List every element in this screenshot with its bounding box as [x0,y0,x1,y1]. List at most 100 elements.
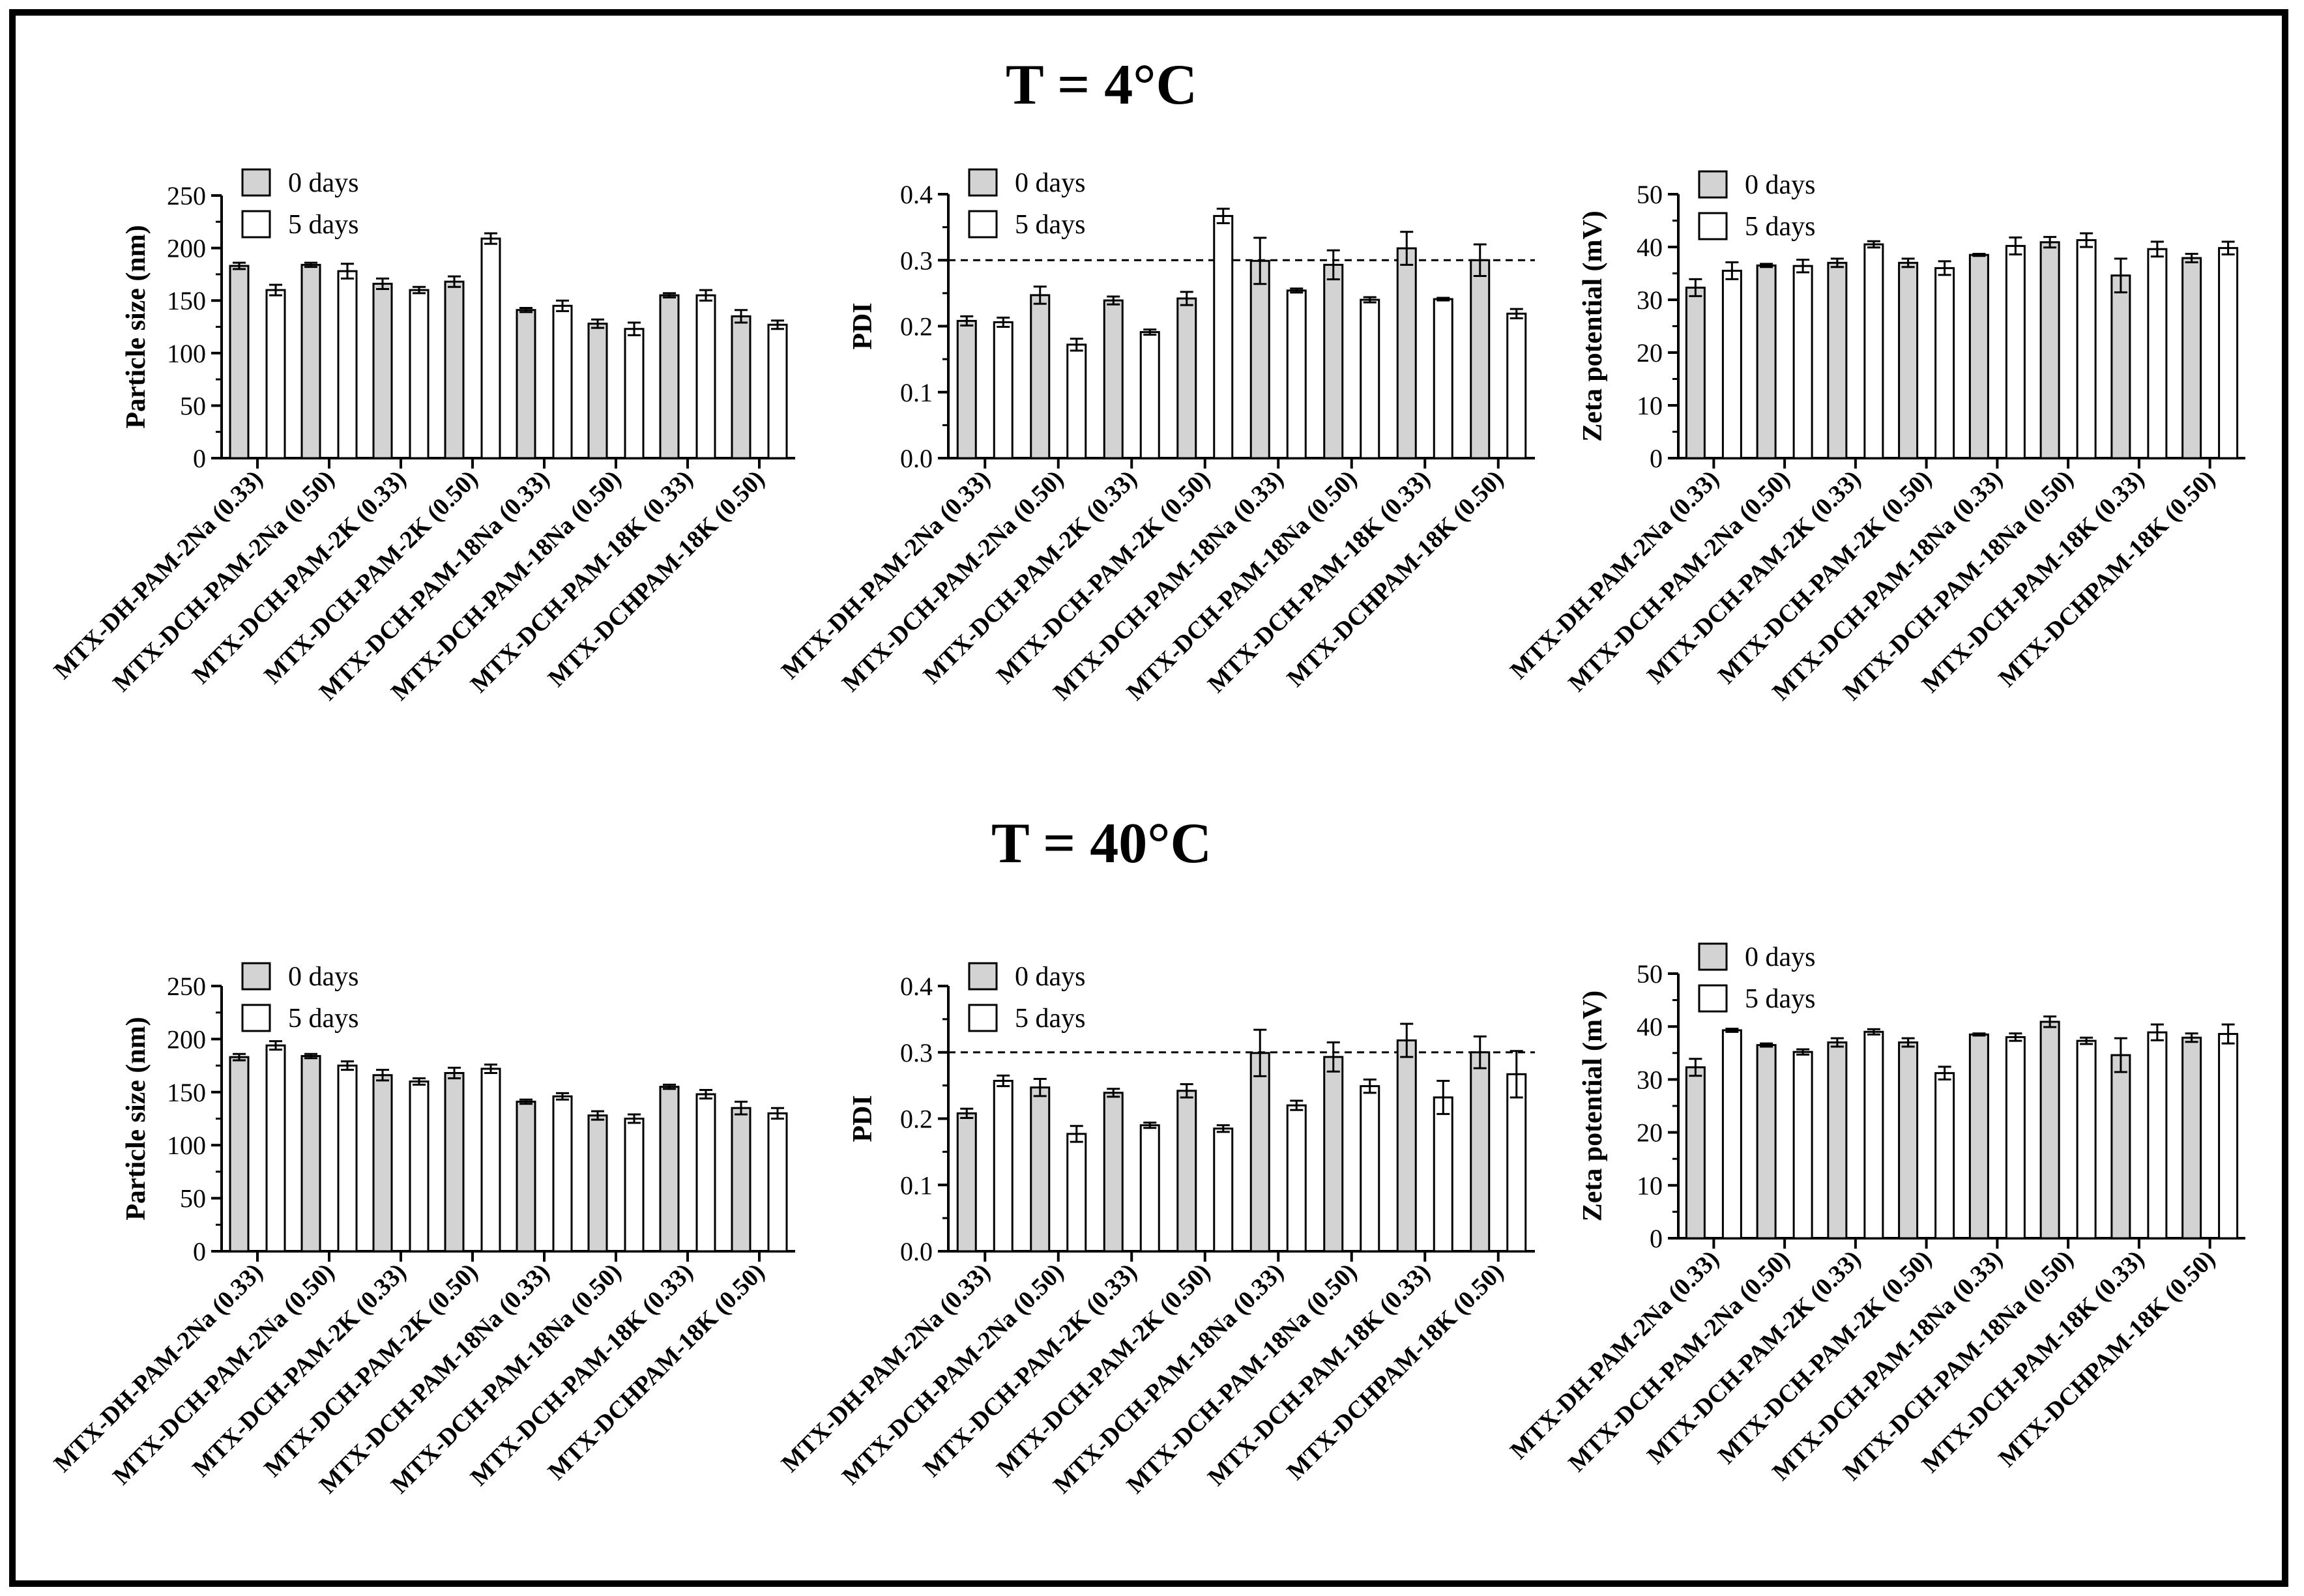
bar-day0 [1030,1086,1051,1253]
bar-day5 [1863,1030,1884,1240]
bar-day0 [587,1114,608,1253]
y-tick-label: 50 [1637,959,1663,989]
bar-day5 [2005,244,2026,459]
legend-label: 5 days [288,210,359,240]
legend-label: 5 days [288,1004,359,1034]
y-tick-label: 30 [1637,1065,1663,1094]
y-tick-label: 0.2 [900,312,933,341]
section-title-40c: T = 40°C [991,812,1212,875]
y-tick-label: 0 [193,1237,206,1266]
y-tick-label: 0.1 [900,1170,933,1200]
y-tick-label: 20 [1637,1118,1663,1148]
y-tick-label: 150 [167,1078,206,1107]
bar-day5 [1506,1073,1527,1253]
y-tick-label: 100 [167,339,206,368]
bar-day5 [1286,1104,1307,1253]
bar-day0 [1470,259,1491,459]
y-tick-label: 250 [167,972,206,1001]
legend-swatch-day5 [968,1004,998,1032]
bar-day5 [1286,289,1307,459]
bar-day5 [480,1067,501,1253]
bar-day0 [2039,1021,2060,1240]
bar-day5 [1506,312,1527,459]
bar-day0 [956,319,977,459]
bar-day0 [2181,1036,2202,1240]
y-tick-label: 200 [167,234,206,263]
bar-day5 [1433,1096,1453,1253]
bar-day0 [1176,297,1197,459]
y-tick-label: 50 [180,391,206,420]
bar-day0 [444,1071,465,1253]
bar-day0 [731,1107,751,1253]
bar-day5 [1934,1072,1955,1240]
bar-day0 [372,282,393,459]
y-tick-label: 200 [167,1024,206,1054]
bar-day5 [1433,298,1453,459]
y-tick-label: 40 [1637,233,1663,262]
bar-day5 [767,1112,788,1253]
bar-day5 [1139,1124,1160,1253]
legend-swatch-day0 [1698,170,1728,199]
bar-day5 [1066,1133,1087,1253]
bar-day5 [2218,247,2239,459]
bar-day5 [695,294,716,459]
y-tick-label: 0.4 [900,972,933,1001]
y-axis-label: PDI [848,1095,878,1142]
bar-day0 [1968,254,1989,459]
bar-day5 [993,321,1013,459]
y-tick-label: 30 [1637,285,1663,315]
legend-label: 0 days [288,168,359,198]
bar-day0 [731,315,751,459]
bar-day0 [659,1086,680,1253]
legend-label: 5 days [1015,1004,1086,1034]
y-tick-label: 0.2 [900,1105,933,1134]
legend-label: 0 days [1745,942,1816,972]
bar-day0 [2110,274,2131,459]
bar-day5 [993,1080,1013,1253]
bar-day5 [337,270,358,459]
bar-day0 [1756,264,1777,459]
bar-day0 [300,263,321,459]
bar-day0 [372,1074,393,1253]
bar-day0 [2039,241,2060,459]
y-tick-label: 0.1 [900,378,933,407]
bar-day0 [1827,261,1848,459]
bar-day0 [2110,1054,2131,1240]
section-title-4c: T = 4°C [1006,53,1197,117]
legend-label: 0 days [288,962,359,992]
bar-day5 [2218,1033,2239,1240]
bar-day5 [1360,1085,1380,1253]
bar-day0 [1103,299,1124,459]
legend-swatch-day5 [241,210,271,239]
y-axis-label: Zeta potential (mV) [1578,991,1608,1222]
bar-day0 [1030,294,1051,459]
bar-day5 [337,1064,358,1253]
y-tick-label: 10 [1637,1171,1663,1200]
bar-day0 [1396,1039,1417,1253]
legend-swatch-day0 [968,168,998,197]
bar-day5 [552,1095,573,1253]
bar-day0 [659,294,680,459]
bar-day5 [2005,1036,2026,1240]
bar-day0 [587,323,608,459]
y-tick-label: 0 [1650,1224,1663,1253]
legend-swatch-day0 [1698,942,1728,971]
bar-day5 [1792,265,1813,459]
y-tick-label: 250 [167,181,206,210]
legend-swatch-day5 [1698,212,1728,240]
figure-frame [9,9,2288,1587]
legend-label: 5 days [1015,210,1086,240]
bar-day0 [1898,1041,1919,1240]
bar-day0 [1396,247,1417,459]
y-axis-label: PDI [848,302,878,349]
bar-day0 [1249,259,1270,459]
bar-day5 [409,1081,430,1253]
bar-day0 [229,1056,250,1253]
legend-swatch-day5 [1698,984,1728,1013]
bar-day5 [480,237,501,459]
bar-day5 [695,1093,716,1253]
